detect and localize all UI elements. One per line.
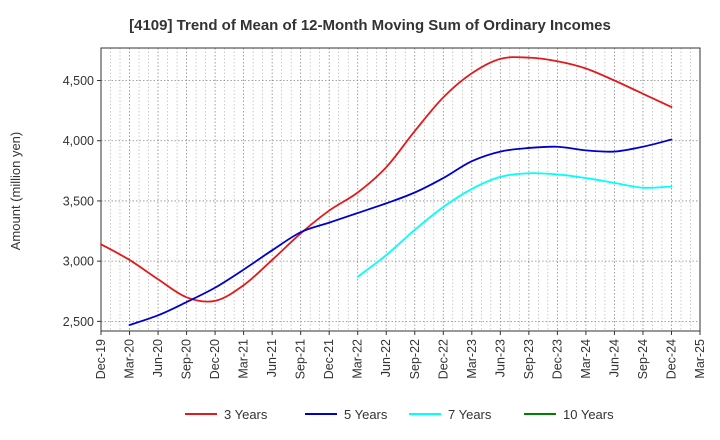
- x-tick-label: Dec-22: [436, 339, 450, 379]
- series-line-5-years: [128, 138, 673, 326]
- legend-label-7-years: 7 Years: [448, 407, 492, 422]
- x-tick-label: Jun-21: [265, 339, 279, 377]
- x-tick-label: Mar-25: [693, 339, 707, 379]
- x-tick-label: Dec-21: [322, 339, 336, 379]
- x-tick-label: Mar-22: [351, 339, 365, 379]
- y-axis-label: Amount (million yen): [8, 132, 23, 251]
- x-tick-label: Jun-23: [493, 339, 507, 377]
- x-axis: Dec-19 Mar-20 Jun-20 Sep-20 Dec-20 Mar-21 Jun-…: [94, 331, 707, 379]
- x-tick-label: Dec-23: [550, 339, 564, 379]
- series-line-7-years: [356, 172, 673, 278]
- legend-label-3-years: 3 Years: [224, 407, 268, 422]
- x-tick-label: Mar-21: [237, 339, 251, 379]
- x-tick-label: Sep-23: [522, 339, 536, 379]
- x-tick-label: Sep-24: [636, 339, 650, 379]
- plot-area: [100, 47, 701, 332]
- x-tick-label: Dec-19: [94, 339, 108, 379]
- gridlines: [100, 48, 701, 331]
- series-lines: [100, 56, 673, 326]
- x-tick-label: Dec-20: [208, 339, 222, 379]
- x-tick-label: Jun-20: [151, 339, 165, 377]
- x-tick-label: Jun-24: [607, 339, 621, 377]
- y-tick-label: 4,000: [63, 134, 94, 148]
- y-tick-label: 3,500: [63, 194, 94, 208]
- x-tick-label: Mar-24: [579, 339, 593, 379]
- legend: 3 Years 5 Years 7 Years 10 Years: [185, 407, 614, 422]
- x-tick-label: Sep-22: [408, 339, 422, 379]
- y-axis: 2,500 3,000 3,500 4,000 4,500: [63, 74, 101, 329]
- x-tick-label: Mar-23: [465, 339, 479, 379]
- x-tick-label: Dec-24: [664, 339, 678, 379]
- chart-title: [4109] Trend of Mean of 12-Month Moving …: [129, 17, 611, 34]
- x-tick-label: Sep-20: [180, 339, 194, 379]
- y-tick-label: 2,500: [63, 315, 94, 329]
- x-tick-label: Jun-22: [379, 339, 393, 377]
- series-line-3-years: [100, 56, 673, 303]
- x-tick-label: Sep-21: [294, 339, 308, 379]
- legend-label-10-years: 10 Years: [563, 407, 614, 422]
- x-tick-label: Mar-20: [123, 339, 137, 379]
- legend-label-5-years: 5 Years: [344, 407, 388, 422]
- y-tick-label: 3,000: [63, 255, 94, 269]
- y-tick-label: 4,500: [63, 74, 94, 88]
